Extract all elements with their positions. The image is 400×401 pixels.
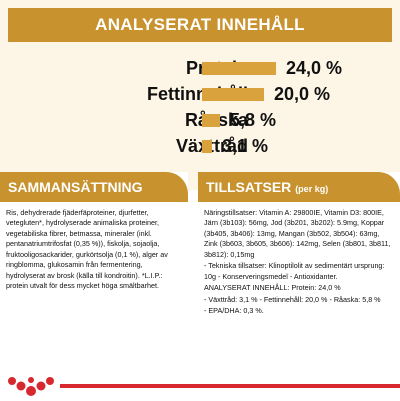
nutrient-row-ash: Råaska 5,8 % xyxy=(60,108,360,132)
additives-title: TILLSATSER xyxy=(206,179,292,195)
analysis-panel: ANALYSERAT INNEHÅLL Protein 24,0 % Fetti… xyxy=(0,0,400,190)
composition-text: Ris, dehydrerade fjäderfäproteiner, djur… xyxy=(6,208,168,291)
royal-canin-crown-logo xyxy=(6,372,56,396)
nutrient-value: 3,1 % xyxy=(222,136,269,156)
additives-line: - Tekniska tillsatser: Klinoptilolit av … xyxy=(204,261,385,281)
additives-line: - EPA/DHA: 0,3 %. xyxy=(204,305,264,315)
analysis-title: ANALYSERAT INNEHÅLL xyxy=(8,8,392,42)
additives-line: Näringstillsatser: Vitamin A: 29800IE, V… xyxy=(204,208,391,259)
additives-line: ANALYSERAT INNEHÅLL: Protein: 24,0 % xyxy=(204,283,341,293)
nutrient-bar xyxy=(202,114,220,127)
nutrient-value: 5,8 % xyxy=(230,110,277,130)
additives-card: TILLSATSER (per kg) Näringstillsatser: V… xyxy=(198,172,400,362)
nutrient-bar xyxy=(202,88,264,101)
additives-title-unit: (per kg) xyxy=(295,184,329,194)
composition-text-block: Ris, dehydrerade fjäderfäproteiner, djur… xyxy=(0,202,188,292)
nutrient-value: 20,0 % xyxy=(274,84,331,104)
nutrient-bar xyxy=(202,140,212,153)
brand-stripe xyxy=(60,384,400,388)
composition-card: SAMMANSÄTTNING Ris, dehydrerade fjäderfä… xyxy=(0,172,188,362)
additives-text-block: Näringstillsatser: Vitamin A: 29800IE, V… xyxy=(198,202,400,316)
nutrient-table: Protein 24,0 % Fettinnehåll 20,0 % Råask… xyxy=(60,56,360,160)
additives-line: - Växttråd: 3,1 % - Fettinnehåll: 20,0 %… xyxy=(204,294,381,304)
nutrient-bar xyxy=(202,62,276,75)
composition-title: SAMMANSÄTTNING xyxy=(0,172,188,202)
nutrient-row-protein: Protein 24,0 % xyxy=(60,56,360,80)
additives-header: TILLSATSER (per kg) xyxy=(198,172,400,202)
nutrient-row-fat: Fettinnehåll 20,0 % xyxy=(60,82,360,106)
nutrient-row-fiber: Växttråd 3,1 % xyxy=(60,134,360,158)
nutrient-value: 24,0 % xyxy=(286,58,343,78)
